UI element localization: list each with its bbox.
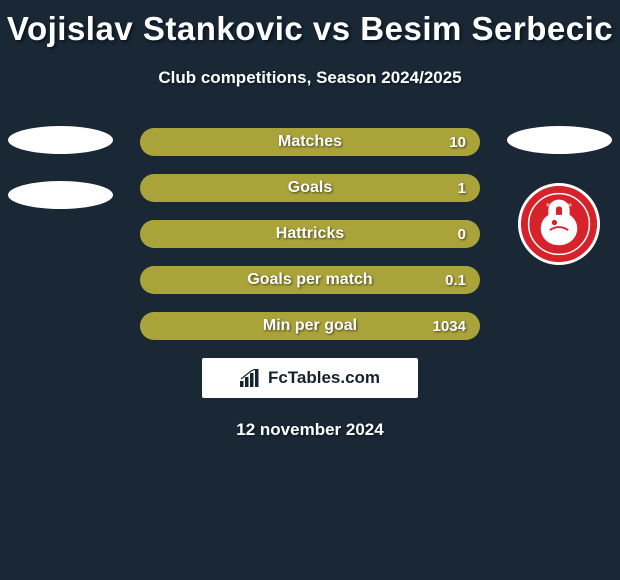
stat-value: 0 — [458, 226, 466, 243]
stat-row-hattricks: Hattricks 0 — [140, 220, 480, 248]
right-player-placeholder — [507, 126, 612, 181]
stat-label: Goals — [288, 179, 332, 197]
stat-label: Min per goal — [263, 317, 357, 335]
svg-text:РАДНИЧКИ: РАДНИЧКИ — [546, 203, 571, 208]
placeholder-oval — [8, 126, 113, 154]
stats-area: РАДНИЧКИ Matches 10 Goals 1 Hattricks 0 … — [0, 128, 620, 440]
stat-value: 10 — [449, 134, 466, 151]
subtitle: Club competitions, Season 2024/2025 — [0, 68, 620, 88]
stat-value: 0.1 — [445, 272, 466, 289]
stat-row-min-per-goal: Min per goal 1034 — [140, 312, 480, 340]
stat-bars: Matches 10 Goals 1 Hattricks 0 Goals per… — [140, 128, 480, 340]
stat-label: Goals per match — [247, 271, 372, 289]
stat-row-goals: Goals 1 — [140, 174, 480, 202]
stat-label: Matches — [278, 133, 342, 151]
page-title: Vojislav Stankovic vs Besim Serbecic — [0, 0, 620, 48]
brand-box: FcTables.com — [202, 358, 418, 398]
chart-bars-icon — [240, 369, 262, 387]
left-player-placeholder — [8, 126, 113, 236]
club-badge-icon: РАДНИЧКИ — [518, 183, 600, 265]
placeholder-oval — [507, 126, 612, 154]
stat-row-goals-per-match: Goals per match 0.1 — [140, 266, 480, 294]
stat-row-matches: Matches 10 — [140, 128, 480, 156]
date-text: 12 november 2024 — [0, 420, 620, 440]
brand-text: FcTables.com — [268, 368, 380, 388]
stat-label: Hattricks — [276, 225, 344, 243]
placeholder-oval — [8, 181, 113, 209]
stat-value: 1 — [458, 180, 466, 197]
stat-value: 1034 — [433, 318, 466, 335]
